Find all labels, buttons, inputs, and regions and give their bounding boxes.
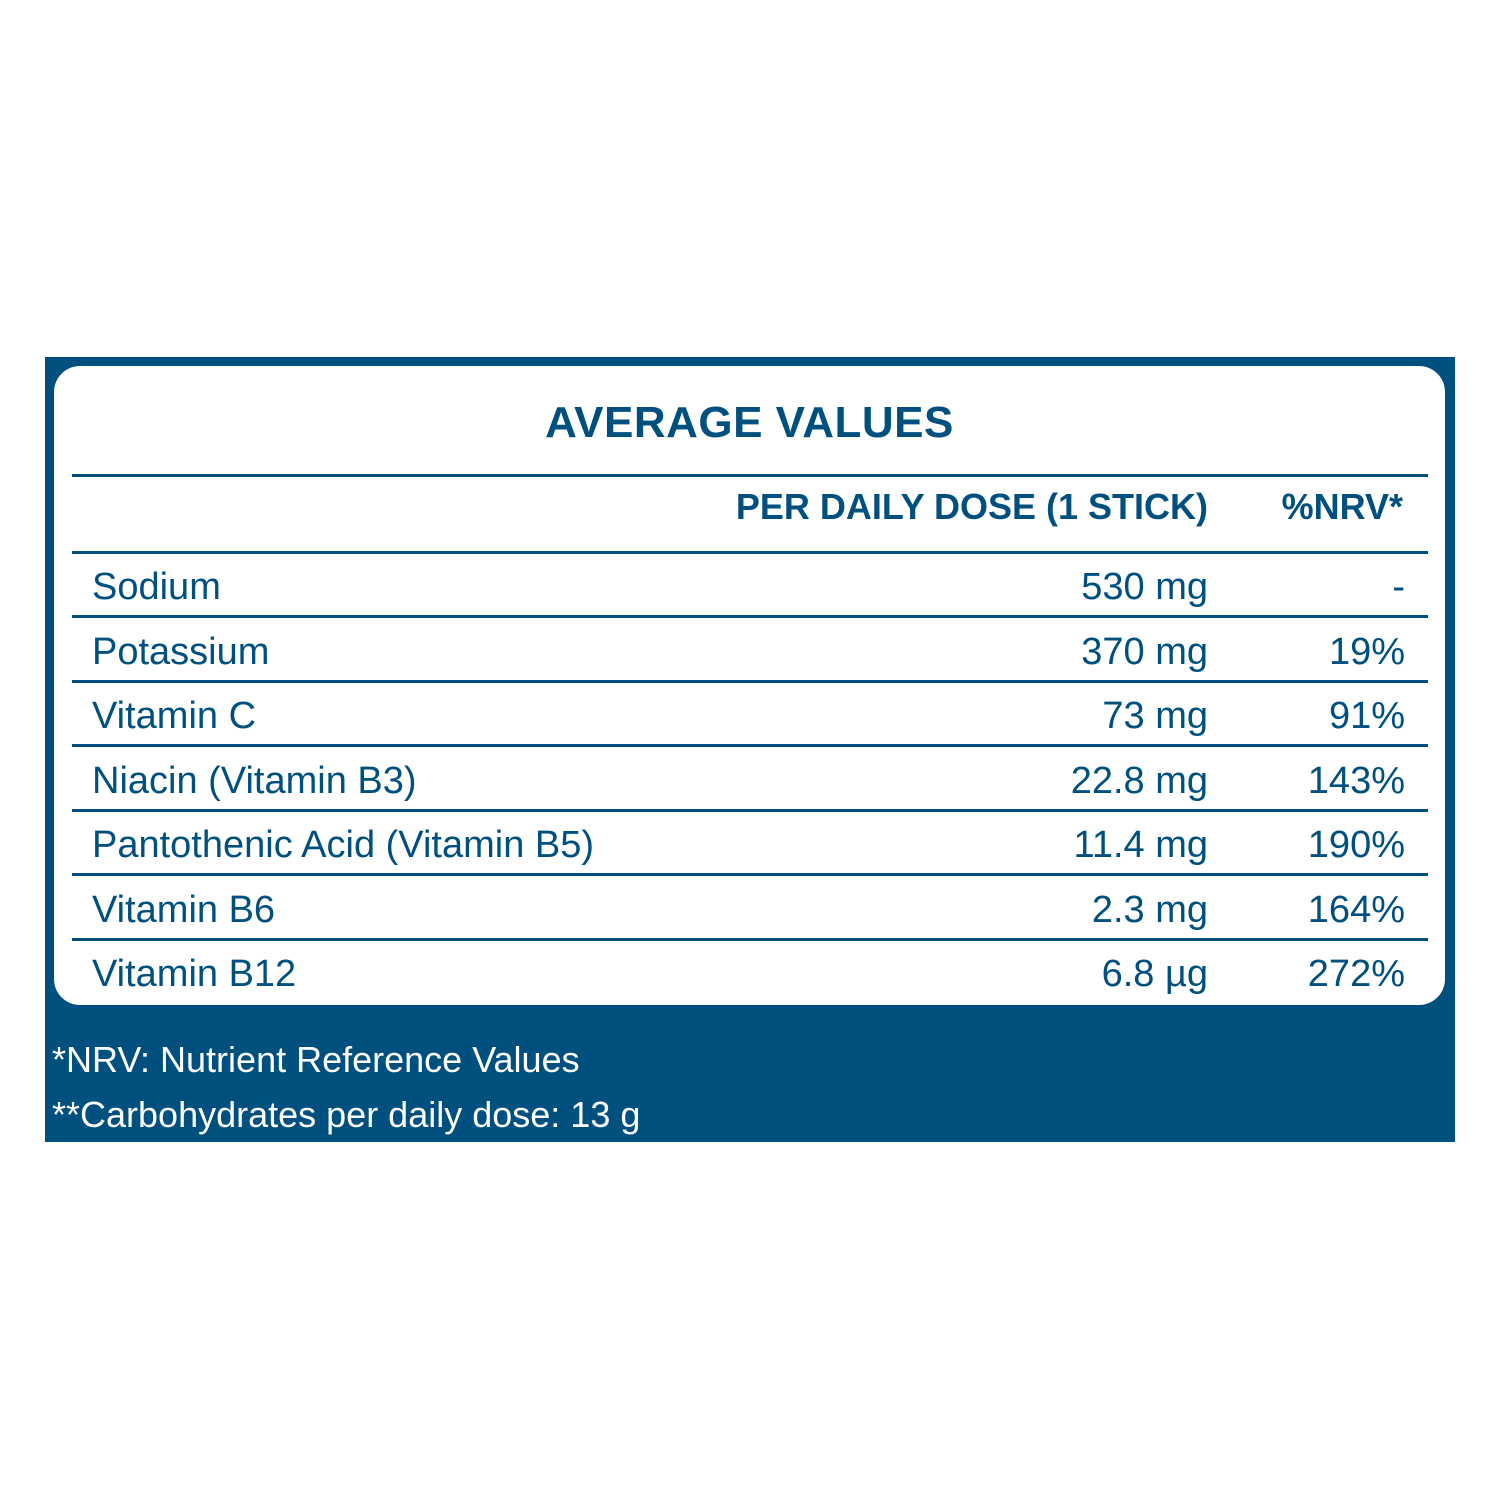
nutrient-name: Pantothenic Acid (Vitamin B5) [92, 824, 595, 866]
table-row: Pantothenic Acid (Vitamin B5) 11.4 mg 190% [54, 812, 1445, 876]
footnote-nrv: *NRV: Nutrient Reference Values [52, 1039, 580, 1080]
nutrition-table: AVERAGE VALUES PER DAILY DOSE (1 STICK) … [54, 366, 1445, 1005]
nutrient-amount: 11.4 mg [1073, 824, 1208, 866]
table-row: Vitamin B6 2.3 mg 164% [54, 877, 1445, 941]
nutrient-nrv: - [1392, 566, 1405, 608]
table-title: AVERAGE VALUES [545, 398, 954, 447]
nutrient-nrv: 272% [1307, 953, 1405, 995]
nutrient-nrv: 91% [1328, 695, 1405, 737]
table-row: Potassium 370 mg 19% [54, 619, 1445, 683]
nutrient-nrv: 143% [1307, 759, 1405, 802]
row-divider [72, 873, 1428, 876]
nutrient-name: Potassium [92, 630, 270, 673]
table-row: Niacin (Vitamin B3) 22.8 mg 143% [54, 748, 1445, 812]
header-nrv: %NRV* [1281, 486, 1403, 527]
row-divider [72, 615, 1428, 618]
footnote-carbohydrates: **Carbohydrates per daily dose: 13 g [52, 1094, 641, 1135]
nutrient-amount: 530 mg [1081, 566, 1208, 608]
nutrient-name: Vitamin B12 [92, 953, 297, 995]
divider [72, 551, 1428, 554]
row-divider [72, 937, 1428, 941]
row-divider [72, 744, 1428, 747]
nutrient-nrv: 19% [1328, 630, 1405, 673]
nutrient-nrv: 164% [1307, 888, 1405, 931]
nutrient-amount: 6.8 µg [1101, 953, 1208, 995]
nutrient-name: Vitamin C [92, 695, 257, 737]
divider [72, 474, 1428, 477]
nutrition-panel: AVERAGE VALUES PER DAILY DOSE (1 STICK) … [45, 357, 1455, 1142]
nutrient-name: Niacin (Vitamin B3) [92, 759, 417, 802]
nutrient-name: Vitamin B6 [92, 888, 276, 931]
row-divider [72, 808, 1428, 812]
nutrient-amount: 2.3 mg [1091, 888, 1208, 931]
nutrient-amount: 73 mg [1102, 695, 1208, 737]
nutrient-amount: 370 mg [1081, 630, 1208, 673]
header-per-daily-dose: PER DAILY DOSE (1 STICK) [735, 486, 1208, 527]
table-row: Vitamin C 73 mg 91% [54, 683, 1445, 747]
nutrient-nrv: 190% [1307, 824, 1405, 866]
nutrient-name: Sodium [92, 566, 221, 608]
nutrient-amount: 22.8 mg [1070, 759, 1208, 802]
table-row: Sodium 530 mg - [54, 554, 1445, 618]
table-row: Vitamin B12 6.8 µg 272% [54, 941, 1445, 1005]
row-divider [72, 679, 1428, 683]
